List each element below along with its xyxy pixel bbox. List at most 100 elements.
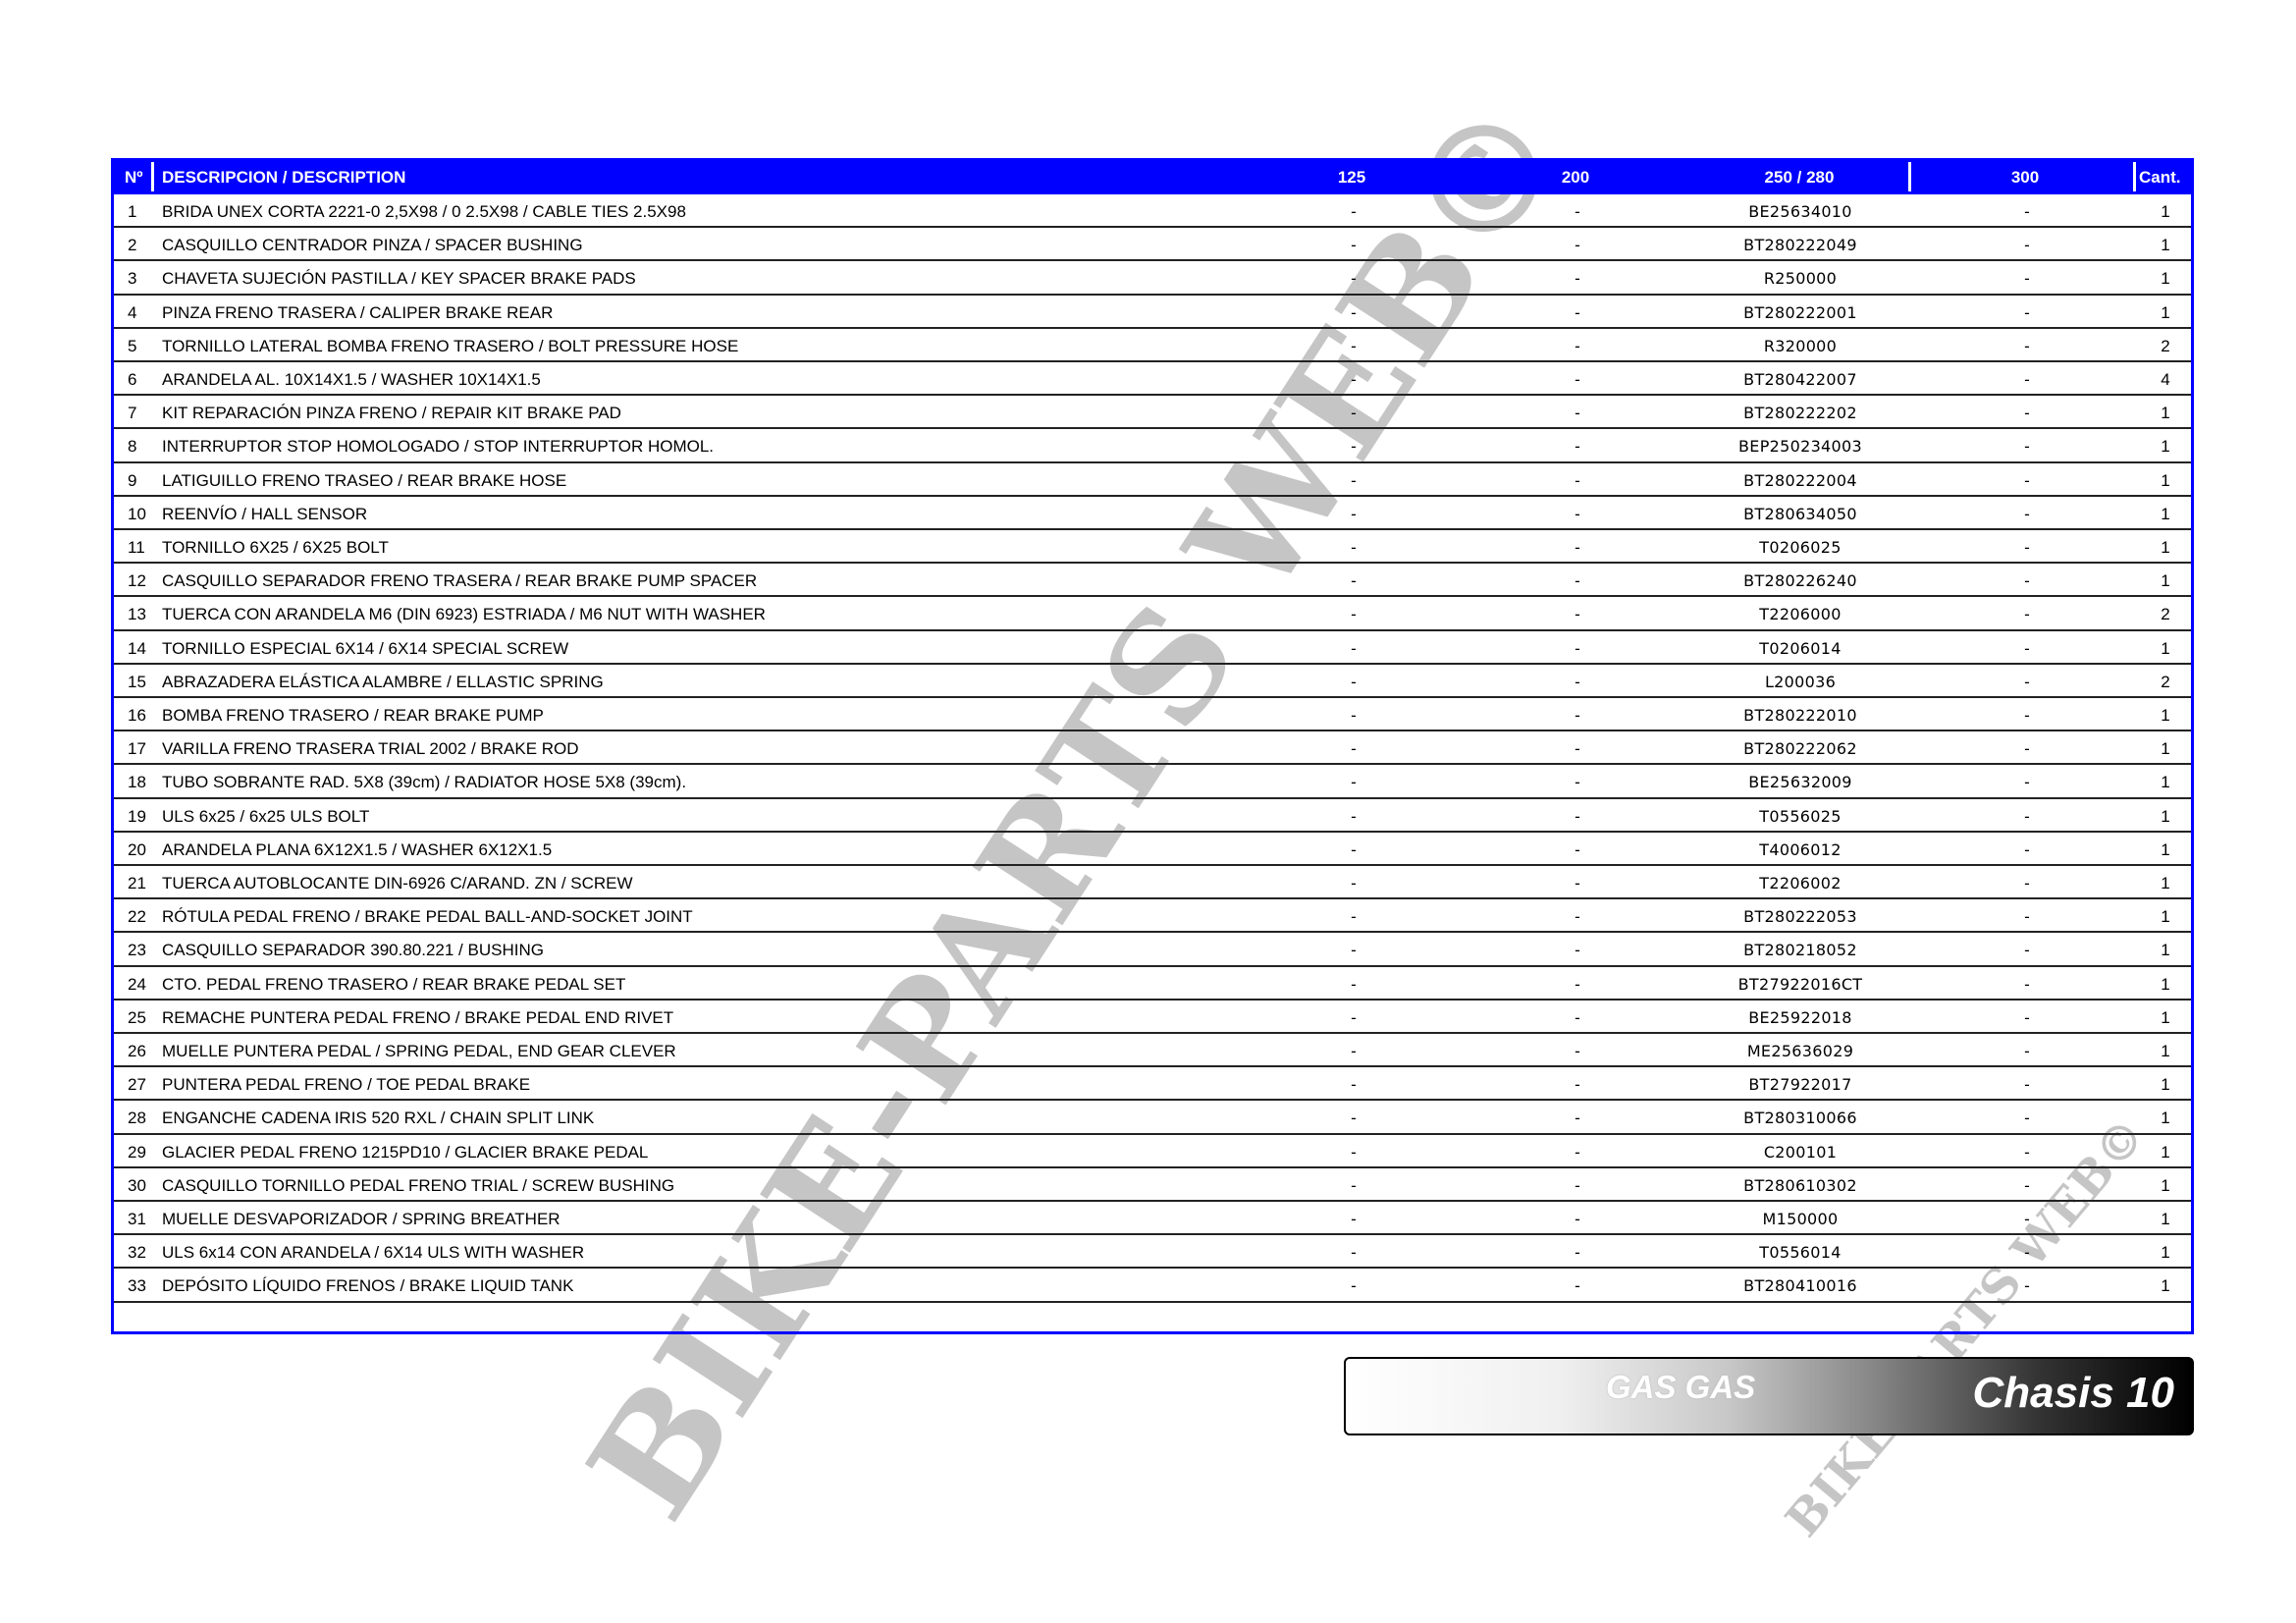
row-col-125: -	[1351, 404, 1357, 423]
row-col-200: -	[1575, 1276, 1580, 1296]
row-description: MUELLE PUNTERA PEDAL / SPRING PEDAL, END…	[162, 1042, 676, 1060]
row-part-number: BT280634050	[1743, 504, 1857, 523]
row-col-200: -	[1575, 538, 1580, 557]
row-number: 27	[128, 1075, 146, 1095]
row-description: BRIDA UNEX CORTA 2221-0 2,5X98 / 0 2.5X9…	[162, 202, 686, 221]
row-col-125: -	[1351, 839, 1357, 859]
row-col-125: -	[1351, 1175, 1357, 1195]
row-col-125: -	[1351, 806, 1357, 826]
row-col-125: -	[1351, 1243, 1357, 1263]
row-quantity: 1	[2161, 874, 2170, 893]
row-col-200: -	[1575, 504, 1580, 523]
table-row: 18 TUBO SOBRANTE RAD. 5X8 (39cm) / RADIAT…	[114, 765, 2191, 799]
row-number: 2	[128, 236, 137, 255]
table-row: 22 RÓTULA PEDAL FRENO / BRAKE PEDAL BALL-…	[114, 899, 2191, 934]
row-col-200: -	[1575, 202, 1580, 221]
row-part-number: BE25922018	[1748, 1007, 1852, 1027]
row-col-200: -	[1575, 370, 1580, 389]
row-col-200: -	[1575, 336, 1580, 355]
row-number: 20	[128, 839, 146, 859]
row-quantity: 1	[2161, 1276, 2170, 1296]
row-col-125: -	[1351, 269, 1357, 289]
row-quantity: 2	[2161, 605, 2170, 624]
row-part-number: T0206025	[1759, 538, 1842, 557]
row-description: TORNILLO 6X25 / 6X25 BOLT	[162, 538, 389, 557]
table-row: 14 TORNILLO ESPECIAL 6X14 / 6X14 SPECIAL …	[114, 631, 2191, 665]
row-part-number: R320000	[1763, 336, 1838, 355]
row-col-125: -	[1351, 739, 1357, 759]
row-col-200: -	[1575, 1142, 1580, 1162]
row-col-200: -	[1575, 773, 1580, 792]
row-col-125: -	[1351, 437, 1357, 457]
row-col-125: -	[1351, 370, 1357, 389]
col-header-qty: Cant.	[2139, 168, 2181, 187]
brand-label: GAS GAS	[1606, 1369, 1756, 1405]
row-description: DEPÓSITO LÍQUIDO FRENOS / BRAKE LIQUID T…	[162, 1276, 574, 1296]
table-row: 23 CASQUILLO SEPARADOR 390.80.221 / BUSHI…	[114, 933, 2191, 967]
row-description: CASQUILLO SEPARADOR 390.80.221 / BUSHING	[162, 941, 544, 960]
row-col-200: -	[1575, 1007, 1580, 1027]
row-number: 19	[128, 806, 146, 826]
table-row: 17 VARILLA FRENO TRASERA TRIAL 2002 / BRA…	[114, 731, 2191, 766]
row-col-125: -	[1351, 538, 1357, 557]
row-col-200: -	[1575, 638, 1580, 658]
row-col-125: -	[1351, 236, 1357, 255]
row-col-300: -	[2024, 806, 2030, 826]
row-part-number: L200036	[1764, 672, 1837, 691]
table-row: 11 TORNILLO 6X25 / 6X25 BOLT - - T0206025 - 1	[114, 530, 2191, 565]
row-col-300: -	[2024, 605, 2030, 624]
row-col-300: -	[2024, 1175, 2030, 1195]
row-col-125: -	[1351, 1142, 1357, 1162]
row-description: ARANDELA PLANA 6X12X1.5 / WASHER 6X12X1.…	[162, 839, 553, 859]
row-part-number: BT280222010	[1743, 706, 1857, 725]
row-col-125: -	[1351, 336, 1357, 355]
row-number: 12	[128, 571, 146, 591]
col-header-num: Nº	[125, 168, 143, 187]
row-col-125: -	[1351, 571, 1357, 591]
row-col-300: -	[2024, 404, 2030, 423]
row-col-200: -	[1575, 470, 1580, 490]
row-number: 1	[128, 202, 137, 221]
row-description: ULS 6x14 CON ARANDELA / 6X14 ULS WITH WA…	[162, 1243, 585, 1263]
row-part-number: ME25636029	[1746, 1042, 1854, 1060]
row-quantity: 1	[2161, 1042, 2170, 1060]
row-part-number: BT27922017	[1748, 1075, 1852, 1095]
row-number: 29	[128, 1142, 146, 1162]
row-col-200: -	[1575, 302, 1580, 322]
row-col-200: -	[1575, 1175, 1580, 1195]
row-quantity: 1	[2161, 1142, 2170, 1162]
row-part-number: BT27922016CT	[1737, 974, 1863, 994]
parts-table: Nº DESCRIPCION / DESCRIPTION 125 200 250…	[111, 158, 2194, 1334]
table-row: 15 ABRAZADERA ELÁSTICA ALAMBRE / ELLASTIC…	[114, 665, 2191, 698]
col-header-description: DESCRIPCION / DESCRIPTION	[162, 168, 406, 187]
row-col-200: -	[1575, 269, 1580, 289]
table-row: 29 GLACIER PEDAL FRENO 1215PD10 / GLACIER…	[114, 1135, 2191, 1168]
table-row: 21 TUERCA AUTOBLOCANTE DIN-6926 C/ARAND. …	[114, 866, 2191, 900]
row-number: 4	[128, 302, 137, 322]
row-description: INTERRUPTOR STOP HOMOLOGADO / STOP INTER…	[162, 437, 715, 457]
row-col-300: -	[2024, 1276, 2030, 1296]
row-number: 28	[128, 1109, 146, 1128]
row-description: TUERCA AUTOBLOCANTE DIN-6926 C/ARAND. ZN…	[162, 874, 633, 893]
row-col-300: -	[2024, 504, 2030, 523]
table-row: 1 BRIDA UNEX CORTA 2221-0 2,5X98 / 0 2.5X…	[114, 194, 2191, 229]
row-description: KIT REPARACIÓN PINZA FRENO / REPAIR KIT …	[162, 404, 621, 423]
row-col-125: -	[1351, 638, 1357, 658]
row-col-200: -	[1575, 706, 1580, 725]
row-number: 13	[128, 605, 146, 624]
row-col-200: -	[1575, 404, 1580, 423]
row-quantity: 1	[2161, 941, 2170, 960]
row-number: 33	[128, 1276, 146, 1296]
row-part-number: BE25634010	[1748, 202, 1852, 221]
row-col-300: -	[2024, 370, 2030, 389]
table-row: 20 ARANDELA PLANA 6X12X1.5 / WASHER 6X12X…	[114, 833, 2191, 866]
row-description: CASQUILLO SEPARADOR FRENO TRASERA / REAR…	[162, 571, 758, 591]
col-header-300: 300	[2010, 168, 2040, 187]
row-col-200: -	[1575, 1243, 1580, 1263]
row-description: CTO. PEDAL FRENO TRASERO / REAR BRAKE PE…	[162, 974, 626, 994]
row-part-number: T0206014	[1759, 638, 1842, 658]
row-description: REENVÍO / HALL SENSOR	[162, 504, 368, 523]
table-row: 28 ENGANCHE CADENA IRIS 520 RXL / CHAIN S…	[114, 1101, 2191, 1135]
table-row: 4 PINZA FRENO TRASERA / CALIPER BRAKE REA…	[114, 296, 2191, 329]
row-description: PINZA FRENO TRASERA / CALIPER BRAKE REAR	[162, 302, 554, 322]
